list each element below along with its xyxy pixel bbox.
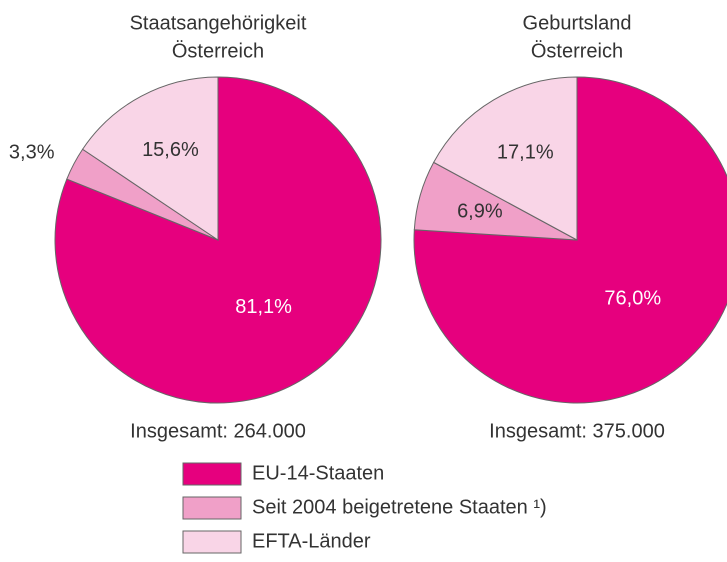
chart-title: Österreich (172, 40, 264, 62)
legend-swatch (182, 496, 242, 520)
data-label: 15,6% (142, 139, 199, 161)
pie-slice (432, 76, 578, 241)
chart-title: Staatsangehörigkeit (130, 12, 307, 34)
chart-title: Geburtsland (523, 12, 632, 34)
chart-title: Österreich (531, 40, 623, 62)
data-label: 81,1% (235, 296, 292, 318)
legend-label: Seit 2004 beigetretene Staaten ¹) (252, 496, 547, 518)
data-label: 17,1% (497, 141, 554, 163)
data-label: 3,3% (9, 142, 55, 164)
legend-swatch (182, 530, 242, 554)
legend-label: EU-14-Staaten (252, 462, 384, 484)
total-label: Insgesamt: 264.000 (130, 420, 306, 442)
pie-slice (81, 76, 219, 241)
data-label: 6,9% (457, 200, 503, 222)
total-label: Insgesamt: 375.000 (489, 420, 665, 442)
pie-slice (54, 76, 382, 404)
data-label: 76,0% (604, 288, 661, 310)
legend-label: EFTA-Länder (252, 530, 371, 552)
legend-swatch (182, 462, 242, 486)
